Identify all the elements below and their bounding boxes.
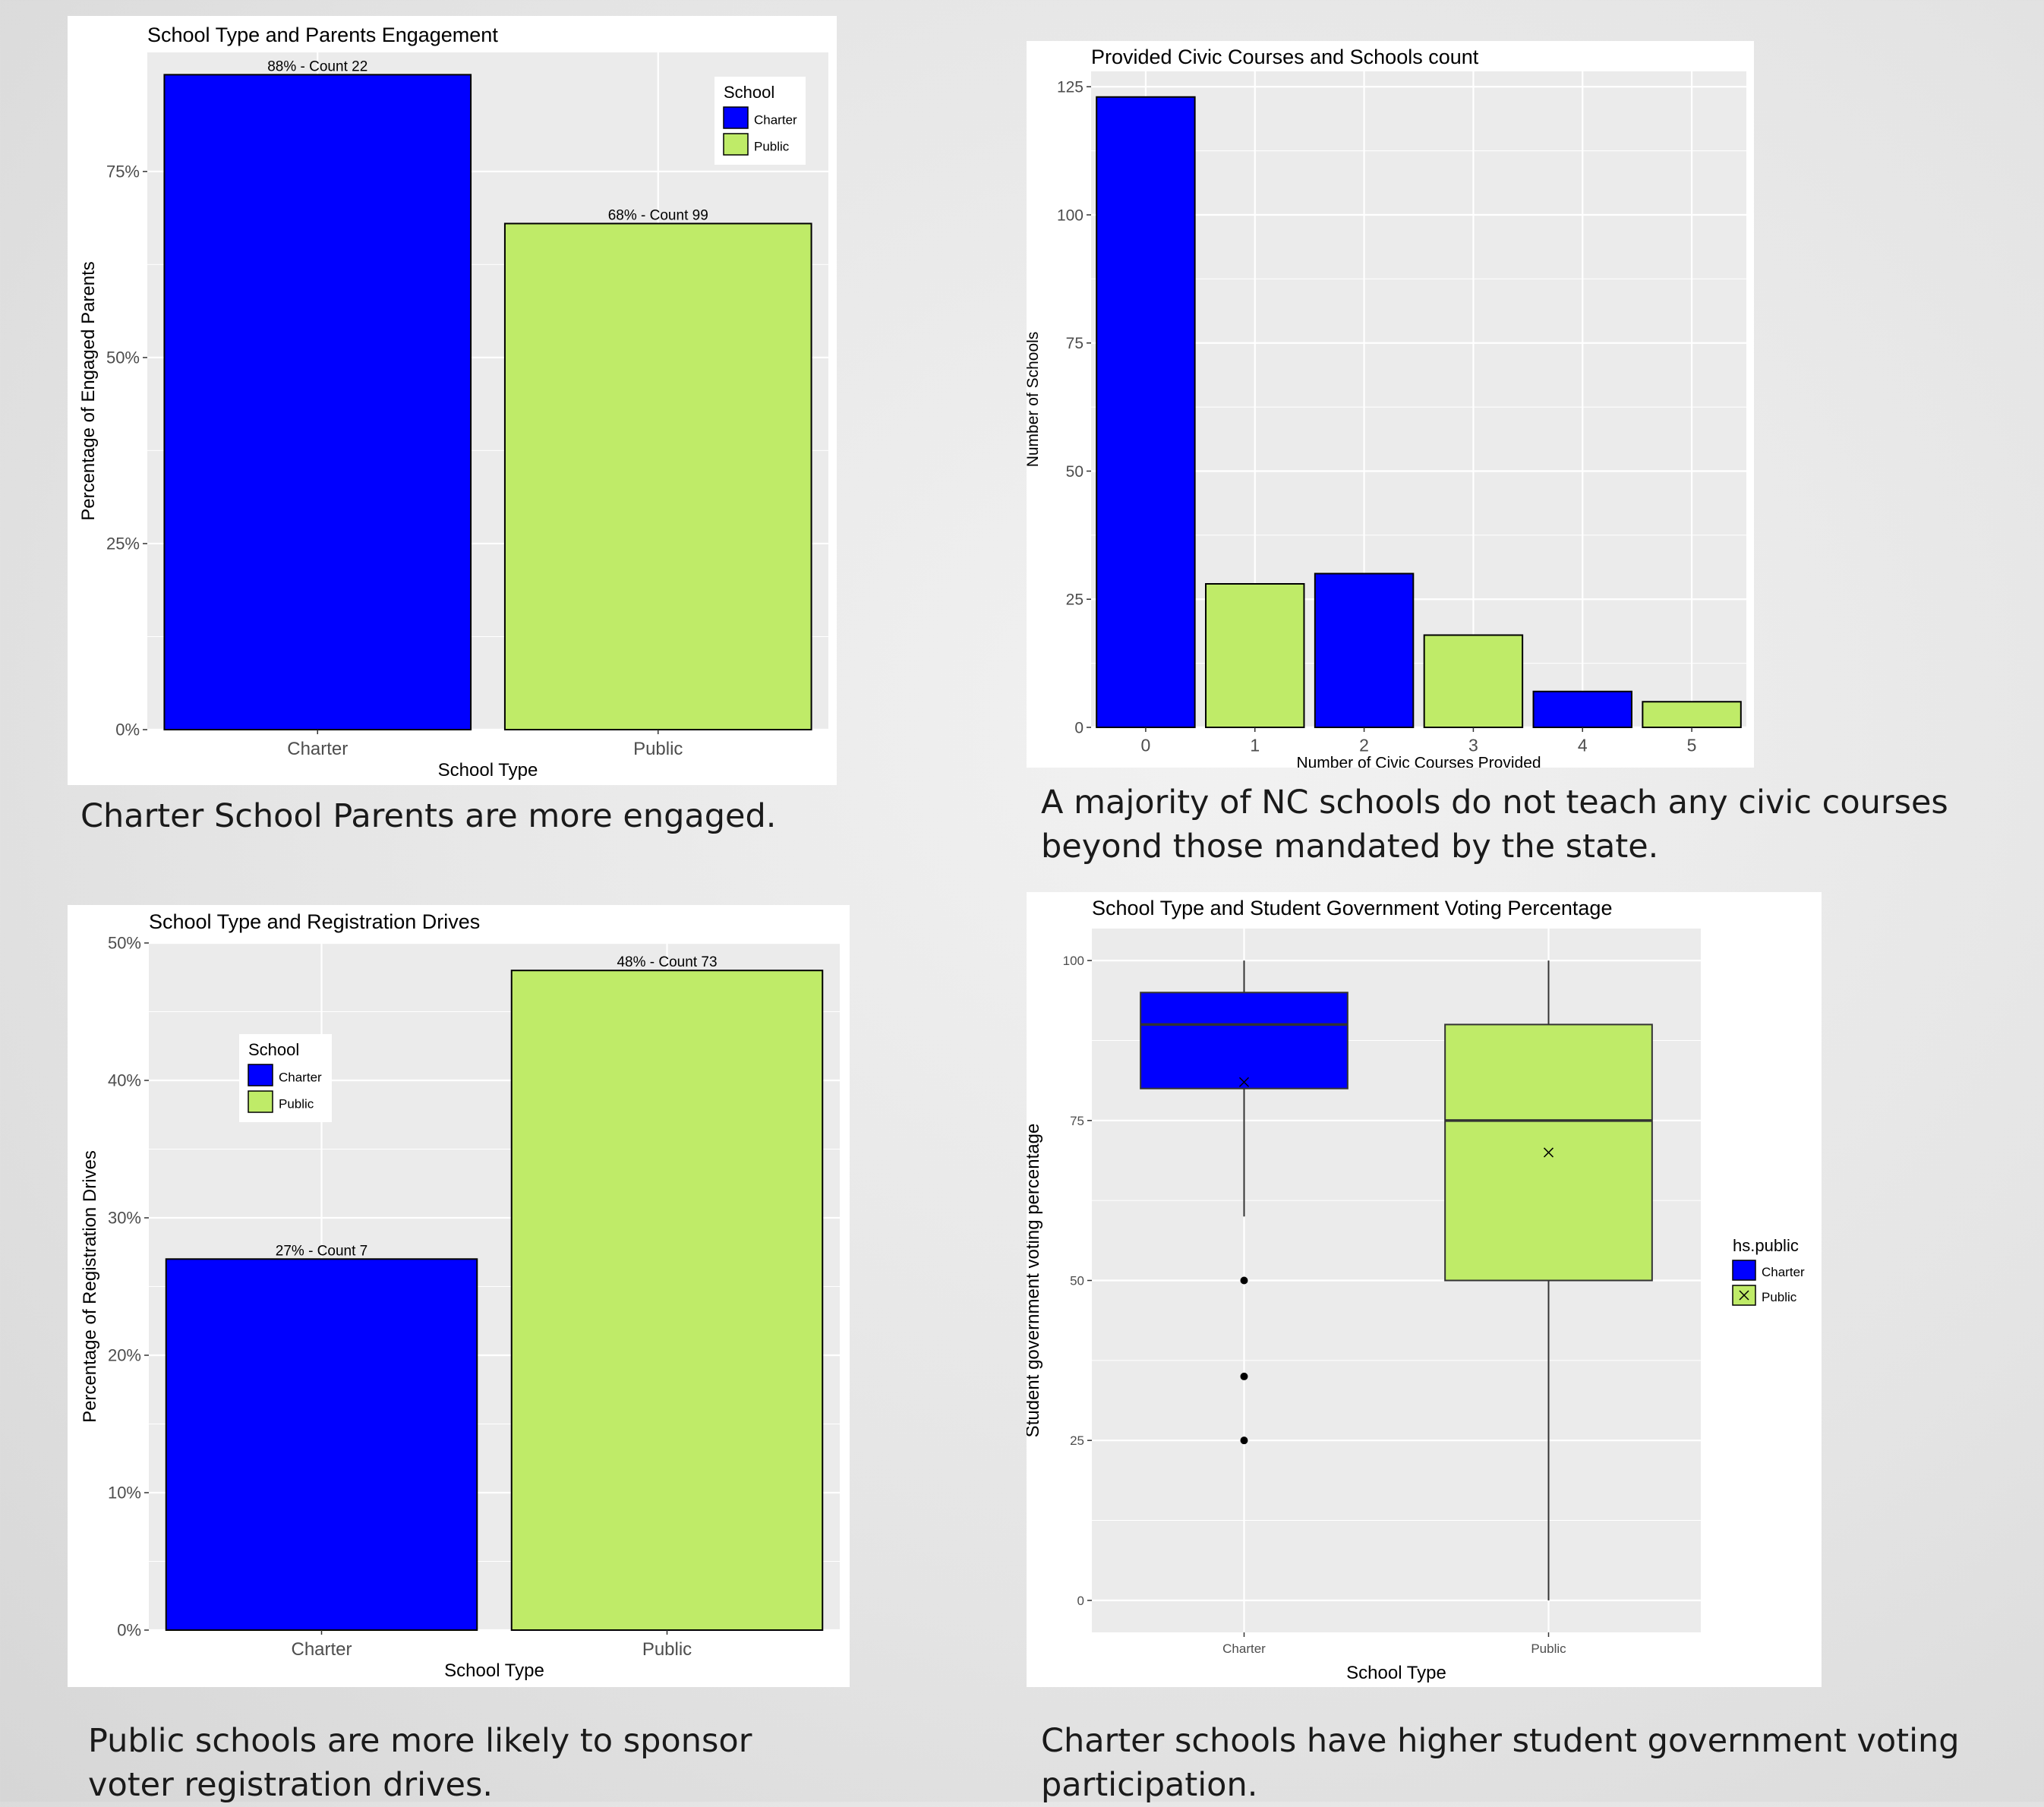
y-tick-label: 75 (1070, 1114, 1084, 1128)
bar-3 (1423, 634, 1524, 728)
y-axis-label: Percentage of Registration Drives (80, 1150, 100, 1423)
x-axis-label: School Type (438, 760, 538, 781)
data-label: 68% - Count 99 (608, 207, 708, 223)
chart-panel-civic-courses: 0 25 50 75 100 125 Provided Civic Courses and … (1027, 41, 1754, 768)
chart-panel-voting-percentage: 0 25 50 75 100 School Type and Student Govern… (1027, 892, 1822, 1687)
legend-swatch-public (723, 133, 749, 156)
legend-title: hs.public (1733, 1236, 1799, 1255)
y-axis-label: Percentage of Engaged Parents (78, 261, 99, 521)
y-tick-label: 25 (1066, 591, 1084, 609)
caption-parents-engagement: Charter School Parents are more engaged. (80, 797, 777, 835)
y-tick-label: 100 (1057, 207, 1084, 224)
bar-1 (1205, 583, 1305, 728)
y-tick-label: 0 (1077, 1594, 1084, 1608)
caption-civic-courses: A majority of NC schools do not teach an… (1041, 784, 1948, 866)
y-tick-label: 25 (1070, 1433, 1084, 1448)
box-charter (1140, 992, 1348, 1090)
caption-registration-drives: Public schools are more likely to sponso… (88, 1722, 752, 1804)
x-tick-label: 2 (1359, 736, 1369, 755)
legend-swatch-public (248, 1090, 273, 1113)
chart-title: Provided Civic Courses and Schools count (1091, 46, 1479, 68)
y-tick-label: 50 (1070, 1273, 1084, 1288)
bar-0 (1096, 96, 1196, 728)
legend-label-charter: Charter (1762, 1265, 1805, 1279)
x-axis-label: School Type (1346, 1663, 1446, 1683)
legend-swatch-charter (1732, 1260, 1756, 1281)
chart-registration-drives: 0% 10% 20% 30% 40% 50% School Type and Registr… (80, 910, 840, 1681)
x-tick-label: Public (642, 1639, 692, 1660)
x-axis-label: Number of Civic Courses Provided (1296, 755, 1541, 768)
legend-label-public: Public (279, 1096, 314, 1111)
data-label: 88% - Count 22 (267, 58, 367, 74)
mean-marker-charter (1238, 1077, 1250, 1087)
y-tick-label: 75% (106, 162, 140, 181)
y-tick-label: 0% (115, 721, 140, 740)
y-axis-label: Student government voting percentage (1027, 1124, 1043, 1438)
y-axis-label: Number of Schools (1027, 332, 1042, 468)
outlier-point-charter (1240, 1372, 1248, 1380)
bar-charter (165, 1258, 478, 1631)
y-tick-label: 25% (106, 535, 140, 553)
bar-charter (163, 74, 472, 730)
data-label: 48% - Count 73 (617, 954, 717, 970)
y-tick-label: 30% (108, 1209, 141, 1228)
outlier-point-charter (1240, 1436, 1248, 1445)
bar-2 (1314, 572, 1415, 728)
chart-parents-engagement: 0% 25% 50% 75% School Type and Parents Engag… (78, 24, 828, 781)
y-tick-label: 20% (108, 1346, 141, 1365)
y-tick-label: 50% (106, 348, 140, 367)
y-tick-label: 0 (1074, 719, 1084, 736)
y-tick-label: 0% (117, 1621, 141, 1640)
plot-background (1091, 71, 1746, 727)
data-label: 27% - Count 7 (276, 1243, 367, 1259)
y-tick-label: 50 (1066, 463, 1084, 481)
legend-label-public: Public (754, 139, 790, 153)
x-tick-label: 0 (1141, 736, 1151, 755)
chart-title: School Type and Registration Drives (149, 910, 480, 933)
chart-title: School Type and Student Government Votin… (1092, 897, 1612, 919)
x-tick-label: Public (1531, 1641, 1566, 1656)
mean-marker-public (1543, 1147, 1554, 1158)
chart-title: School Type and Parents Engagement (147, 24, 498, 46)
x-tick-label: Public (633, 739, 683, 759)
x-tick-label: Charter (287, 739, 348, 759)
caption-voting-percentage: Charter schools have higher student gove… (1041, 1722, 1960, 1804)
bar-4 (1532, 690, 1632, 728)
x-axis-label: School Type (444, 1660, 544, 1681)
y-tick-label: 125 (1057, 79, 1084, 96)
chart-panel-registration-drives: 0% 10% 20% 30% 40% 50% School Type and Registr… (68, 905, 850, 1687)
outlier-point-charter (1240, 1276, 1248, 1285)
chart-panel-parents-engagement: 0% 25% 50% 75% School Type and Parents Engag… (68, 16, 837, 785)
legend-swatch-charter (723, 106, 749, 129)
x-tick-label: Charter (1222, 1641, 1266, 1656)
bar-5 (1642, 701, 1742, 728)
bar-public (503, 222, 812, 730)
x-tick-label: 5 (1687, 736, 1697, 755)
x-tick-label: 1 (1250, 736, 1260, 755)
legend-title: School (724, 83, 774, 102)
x-tick-label: 4 (1578, 736, 1588, 755)
chart-voting-percentage: 0 25 50 75 100 School Type and Student Govern… (1027, 897, 1815, 1683)
legend-mean-cross-icon (1739, 1290, 1749, 1301)
x-tick-label: Charter (291, 1639, 352, 1660)
legend-label-public: Public (1762, 1290, 1797, 1304)
y-tick-label: 75 (1066, 335, 1084, 352)
y-tick-label: 10% (108, 1484, 141, 1503)
x-tick-label: 3 (1468, 736, 1478, 755)
legend-swatch-charter (248, 1064, 273, 1086)
y-tick-label: 50% (108, 934, 141, 953)
bar-public (510, 970, 824, 1631)
legend-label-charter: Charter (279, 1070, 322, 1084)
legend-label-charter: Charter (754, 112, 797, 127)
y-tick-label: 100 (1063, 954, 1084, 968)
legend-title: School (248, 1040, 299, 1059)
y-tick-label: 40% (108, 1071, 141, 1090)
